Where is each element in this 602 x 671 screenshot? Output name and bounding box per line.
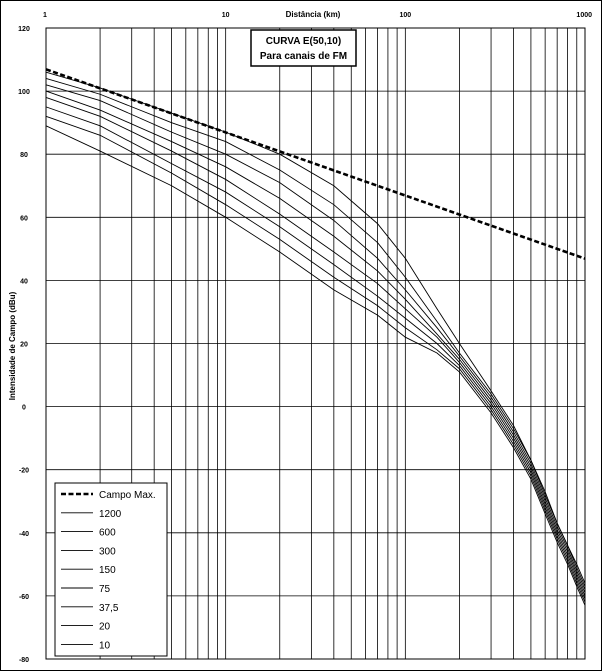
series-line [45, 125, 586, 606]
x-tick-label: 1000 [576, 12, 592, 19]
legend-label: 150 [99, 565, 116, 576]
legend-label: 1200 [99, 509, 122, 520]
y-tick-label: -80 [19, 657, 29, 664]
y-axis-title: Intensidade de Campo (dBu) [8, 291, 17, 400]
series-line [45, 90, 586, 593]
x-tick-label: 1 [43, 12, 47, 19]
y-tick-label: 0 [22, 405, 26, 412]
x-tick-label: 10 [222, 12, 230, 19]
chart-title-box: CURVA E(50,10) Para canais de FM [250, 29, 357, 67]
chart-title: CURVA E(50,10) [266, 36, 341, 47]
y-tick-label: 100 [18, 89, 30, 96]
legend-label: 20 [99, 622, 111, 633]
legend-label: 75 [99, 584, 111, 595]
series-line [45, 106, 586, 600]
x-axis-title: Distância (km) [286, 10, 341, 19]
y-tick-label: -20 [19, 468, 29, 475]
legend-label: 37,5 [99, 603, 119, 614]
y-tick-label: 120 [18, 26, 30, 33]
series-layer [45, 68, 586, 606]
legend-label: Campo Max. [99, 490, 156, 501]
y-tick-label: 80 [20, 152, 28, 159]
series-line [45, 84, 586, 590]
x-tick-label: 100 [399, 12, 411, 19]
y-tick-label: 60 [20, 215, 28, 222]
y-tick-label: 20 [20, 342, 28, 349]
legend-label: 300 [99, 546, 116, 557]
series-line [45, 78, 586, 587]
y-tick-label: -60 [19, 594, 29, 601]
x-tick-labels: 1 10 100 1000 [43, 12, 592, 19]
y-tick-label: 40 [20, 278, 28, 285]
title-box-border [250, 29, 357, 67]
legend-label: 600 [99, 528, 116, 539]
series-line [45, 96, 586, 597]
y-tick-label: -40 [19, 531, 29, 538]
legend: Campo Max. 1200 600 300 150 75 37,5 20 10 [54, 482, 168, 657]
series-line [45, 68, 586, 260]
y-tick-labels: 120 100 80 60 40 20 0 -20 -40 -60 -80 [18, 26, 30, 664]
chart-subtitle: Para canais de FM [260, 51, 347, 62]
legend-label: 10 [99, 640, 111, 651]
series-line [45, 115, 586, 603]
